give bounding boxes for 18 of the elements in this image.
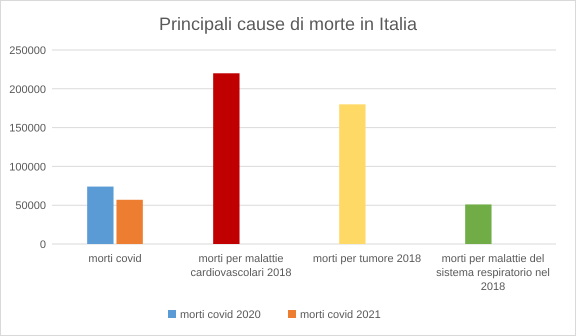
bar <box>465 204 492 244</box>
x-tick-label: morti per malattie del sistema respiratorio nel 2018 <box>436 253 550 293</box>
legend-label: morti covid 2021 <box>300 309 381 321</box>
x-tick-label: morti covid <box>88 253 142 265</box>
y-tick-label: 100000 <box>9 161 46 174</box>
y-tick-label: 250000 <box>9 45 46 57</box>
x-tick-label: morti per malattie cardiovascolari 2018 <box>190 253 292 279</box>
chart-title: Principali cause di morte in Italia <box>158 14 418 34</box>
legend-label: morti covid 2020 <box>180 309 261 321</box>
y-tick-label: 200000 <box>9 84 46 96</box>
y-tick-label: 50000 <box>15 200 46 212</box>
y-tick-label: 150000 <box>9 122 46 135</box>
x-tick-label: morti per tumore 2018 <box>312 253 422 265</box>
bar <box>339 104 366 244</box>
bar <box>87 186 114 244</box>
bar <box>116 200 143 244</box>
y-tick-label: 0 <box>40 239 46 251</box>
bar <box>213 73 240 244</box>
